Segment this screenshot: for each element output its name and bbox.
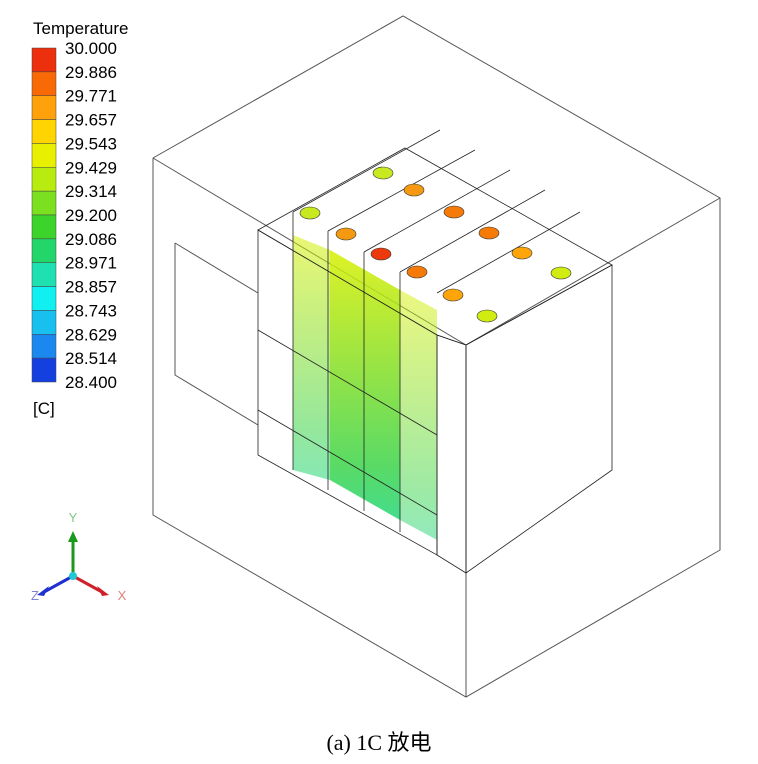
color-band	[31, 286, 57, 311]
color-band	[31, 262, 57, 287]
axis-label: X	[118, 588, 127, 603]
caption: (a) 1C 放电	[326, 730, 431, 755]
legend-level: 29.086	[65, 230, 117, 249]
legend-level: 29.771	[65, 87, 117, 106]
axis-label: Z	[31, 588, 39, 603]
legend-level: 28.857	[65, 278, 117, 297]
color-band	[31, 119, 57, 144]
legend: Temperature [C] 30.000 29.886 29.771 29.657…	[31, 19, 128, 418]
color-band	[31, 71, 57, 96]
axis-label: Y	[69, 510, 78, 525]
color-band	[31, 47, 57, 73]
legend-level: 29.543	[65, 134, 117, 153]
color-band	[31, 357, 57, 383]
legend-level: 28.400	[65, 373, 117, 392]
terminals	[299, 166, 572, 323]
legend-level: 28.971	[65, 254, 117, 273]
legend-level: 29.314	[65, 182, 117, 201]
legend-unit: [C]	[33, 399, 55, 418]
color-band	[31, 167, 57, 192]
color-band	[31, 143, 57, 168]
legend-level: 30.000	[65, 39, 117, 58]
legend-level: 29.657	[65, 111, 117, 130]
legend-level: 28.629	[65, 325, 117, 344]
color-band	[31, 214, 57, 240]
color-band	[31, 190, 57, 216]
axis-triad: Y Z X	[31, 510, 127, 603]
legend-level: 29.200	[65, 206, 117, 225]
legend-level: 29.886	[65, 63, 117, 82]
legend-title: Temperature	[33, 19, 128, 38]
battery-pack	[257, 129, 613, 574]
color-band	[31, 95, 57, 120]
color-band	[31, 334, 57, 359]
legend-level: 28.743	[65, 301, 117, 320]
legend-level: 28.514	[65, 349, 117, 368]
color-band	[31, 310, 57, 335]
legend-level: 29.429	[65, 158, 117, 177]
color-band	[31, 238, 57, 263]
